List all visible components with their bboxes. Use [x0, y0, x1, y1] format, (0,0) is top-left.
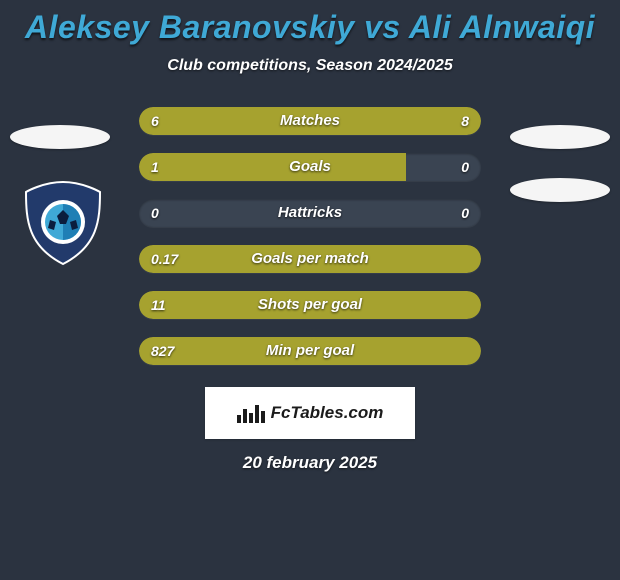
stat-value-right: 0 [461, 199, 469, 227]
stat-row: 0 0Hattricks [139, 199, 481, 227]
club-badge-icon [20, 180, 106, 266]
stat-bar-left [139, 107, 286, 135]
stat-value-right: 0 [461, 153, 469, 181]
stat-bar-left [139, 245, 481, 273]
stat-row: 827Min per goal [139, 337, 481, 365]
stat-row: 11Shots per goal [139, 291, 481, 319]
page-title: Aleksey Baranovskiy vs Ali Alnwaiqi [0, 6, 620, 51]
player-right-pill-2 [510, 178, 610, 202]
stat-row: 10Goals [139, 153, 481, 181]
subtitle: Club competitions, Season 2024/2025 [0, 57, 620, 75]
stat-row: 0.17Goals per match [139, 245, 481, 273]
stat-bar-left [139, 153, 406, 181]
stat-value-left: 0 [151, 199, 159, 227]
bar-chart-icon [237, 403, 265, 423]
stat-bar-left [139, 337, 481, 365]
date-label: 20 february 2025 [0, 453, 620, 473]
stat-label: Hattricks [139, 199, 481, 227]
player-right-pill-1 [510, 125, 610, 149]
brand-badge[interactable]: FcTables.com [205, 387, 415, 439]
stat-bar-left [139, 291, 481, 319]
stat-row: 68Matches [139, 107, 481, 135]
comparison-card: Aleksey Baranovskiy vs Ali Alnwaiqi Club… [0, 0, 620, 580]
stat-bar-right [286, 107, 481, 135]
brand-text: FcTables.com [271, 403, 384, 423]
player-left-pill-1 [10, 125, 110, 149]
